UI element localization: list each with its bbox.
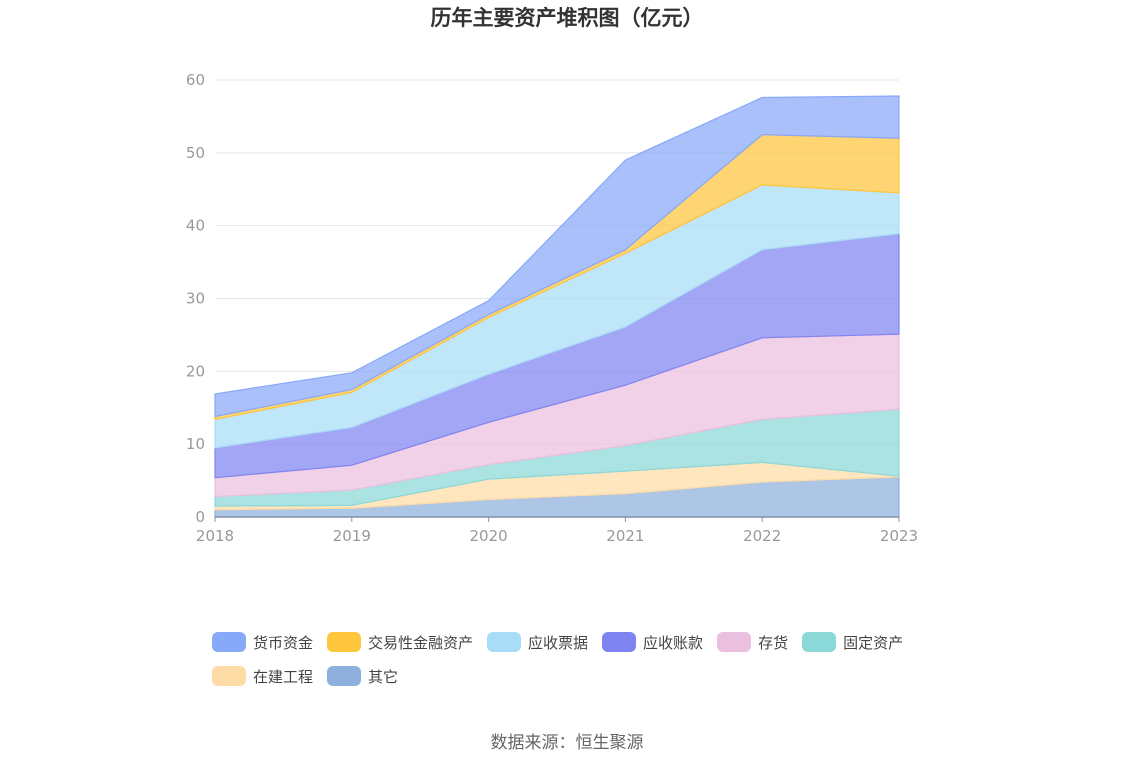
legend-item[interactable]: 在建工程 [212,664,313,688]
legend-swatch [717,632,752,652]
y-tick-label: 0 [195,508,205,526]
axis-layer: 0 10 20 30 40 50 60 2018 2019 2020 2021 2022 2023 [186,71,918,545]
data-source-note: 数据来源：恒生聚源 [490,733,644,753]
legend-label: 应收账款 [643,633,704,652]
x-tick-label: 2022 [743,527,781,545]
y-tick-label: 50 [186,144,205,162]
stacked-area-chart: 0 10 20 30 40 50 60 2018 2019 2020 2021 2022 2023 [186,71,918,545]
legend-item[interactable]: 应收票据 [487,630,588,654]
x-tick-label: 2023 [880,527,918,545]
legend-label: 固定资产 [843,633,904,652]
legend-item[interactable]: 货币资金 [212,630,313,654]
legend-item[interactable]: 应收账款 [602,630,703,654]
legend-label: 其它 [368,667,399,686]
legend-swatch [212,632,246,652]
legend-label: 存货 [758,633,789,652]
legend-item[interactable]: 交易性金融资产 [327,630,473,654]
y-tick-label: 30 [186,290,205,308]
legend-swatch [327,632,362,652]
chart-title: 历年主要资产堆积图（亿元） [430,6,704,30]
x-tick-label: 2018 [196,527,234,545]
chart-legend: 货币资金 交易性金融资产 应收票据 应收账款 存货 固定资产在建工程 其它 [212,630,952,688]
y-tick-label: 10 [186,435,205,453]
legend-swatch [212,666,246,686]
legend-item[interactable]: 其它 [327,664,398,688]
legend-label: 在建工程 [253,667,314,686]
y-tick-label: 20 [186,362,205,380]
legend-item[interactable]: 固定资产 [802,630,903,654]
x-tick-label: 2019 [333,527,371,545]
legend-label: 货币资金 [253,633,314,652]
legend-swatch [802,632,837,652]
x-tick-label: 2020 [470,527,508,545]
x-tick-label: 2021 [606,527,644,545]
y-tick-label: 40 [186,217,205,235]
area-series-7 [214,95,900,418]
legend-swatch [602,632,637,652]
legend-swatch [327,666,362,686]
legend-swatch [487,632,522,652]
legend-label: 交易性金融资产 [368,633,474,652]
area-layer [214,95,900,518]
legend-label: 应收票据 [528,633,589,652]
legend-item[interactable]: 存货 [717,630,788,654]
y-tick-label: 60 [186,71,205,89]
